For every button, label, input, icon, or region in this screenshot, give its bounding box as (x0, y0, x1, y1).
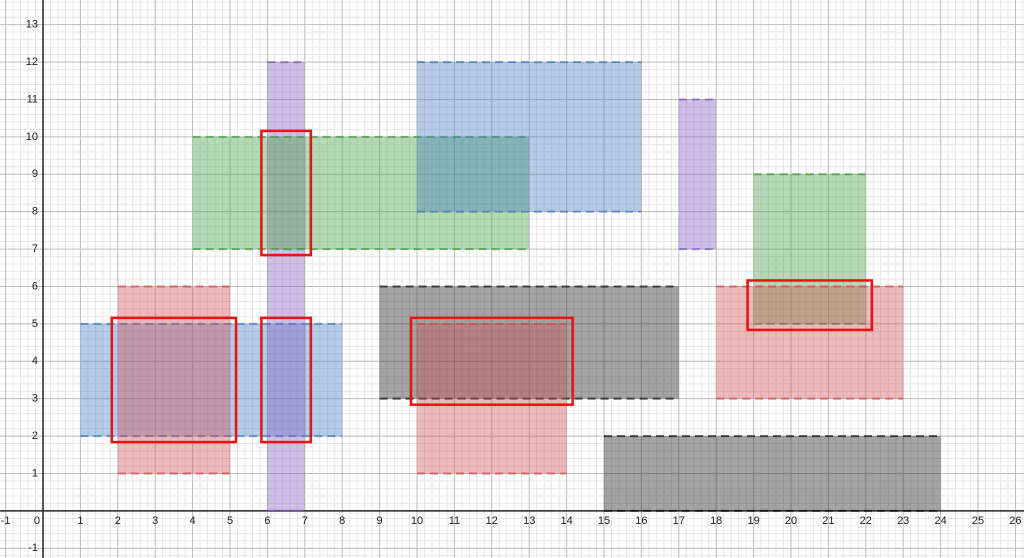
x-tick-label: 24 (934, 515, 946, 527)
x-tick-label: 14 (560, 515, 572, 527)
y-tick-label: 8 (32, 206, 38, 218)
rectangle (192, 136, 530, 250)
x-tick-label: 23 (897, 515, 909, 527)
rectangle (417, 62, 642, 212)
y-tick-label: 7 (32, 243, 38, 255)
rectangle (417, 323, 567, 474)
x-tick-label: 10 (411, 515, 423, 527)
x-tick-label: 7 (302, 515, 308, 527)
rectangle (267, 62, 305, 511)
y-tick-label: 6 (32, 280, 38, 292)
y-tick-label: 1 (32, 467, 38, 479)
x-tick-label: 8 (339, 515, 345, 527)
x-tick-label: 20 (785, 515, 797, 527)
x-tick-label: 3 (152, 515, 158, 527)
rectangle (716, 286, 904, 399)
rectangle (753, 174, 866, 324)
rectangle (80, 323, 343, 437)
x-tick-label: 17 (673, 515, 685, 527)
x-tick-label: 2 (115, 515, 121, 527)
x-tick-label: 4 (190, 515, 196, 527)
x-tick-label: 9 (377, 515, 383, 527)
x-tick-label: 18 (710, 515, 722, 527)
rectangle (678, 99, 717, 250)
x-tick-label: 6 (264, 515, 270, 527)
x-tick-label: 13 (523, 515, 535, 527)
y-tick-label: 2 (32, 430, 38, 442)
y-tick-label: 12 (26, 56, 38, 68)
x-tick-label: 5 (227, 515, 233, 527)
x-tick-label: -1 (1, 515, 11, 527)
y-tick-label: 11 (27, 93, 38, 105)
x-tick-label: 15 (598, 515, 610, 527)
rectangle (379, 286, 679, 399)
x-tick-label: 26 (1009, 515, 1021, 527)
y-tick-label: 5 (32, 318, 38, 330)
x-tick-label: 11 (449, 515, 460, 527)
y-tick-label: -1 (28, 542, 38, 554)
rectangle (117, 286, 231, 474)
rectangle (604, 436, 941, 511)
x-tick-label: 21 (822, 515, 834, 527)
intersection-box (110, 316, 238, 444)
y-tick-label: 9 (32, 168, 38, 180)
x-tick-label: 19 (747, 515, 759, 527)
intersection-box (746, 279, 874, 332)
intersection-box (260, 129, 313, 257)
x-tick-label: 25 (972, 515, 984, 527)
y-tick-label: 3 (32, 393, 38, 405)
y-tick-label: 13 (26, 19, 38, 31)
x-tick-label: 0 (34, 515, 40, 527)
intersection-box (409, 316, 574, 406)
x-tick-label: 22 (860, 515, 872, 527)
x-tick-label: 16 (635, 515, 647, 527)
y-tick-label: 10 (26, 131, 38, 143)
x-tick-label: 1 (77, 515, 83, 527)
intersection-box (260, 316, 313, 444)
y-tick-label: 4 (32, 355, 38, 367)
x-tick-label: 12 (486, 515, 498, 527)
